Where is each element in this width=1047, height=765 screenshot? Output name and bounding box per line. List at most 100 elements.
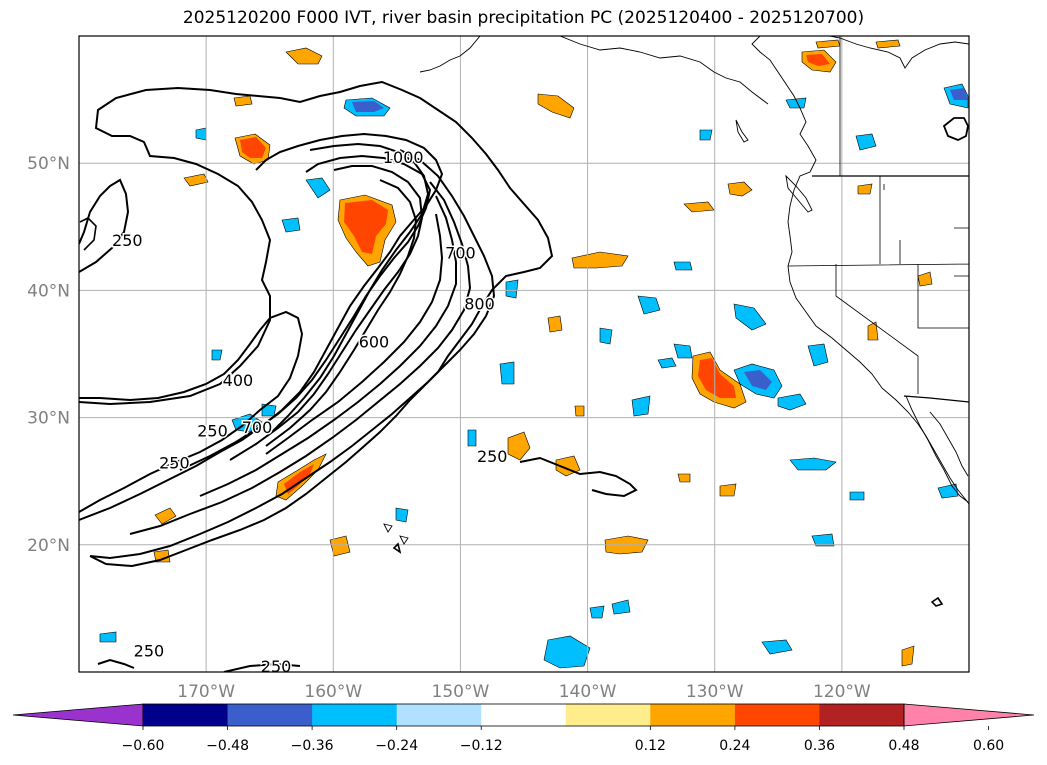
ivt-contour-1000 <box>271 142 430 433</box>
precip-blob <box>305 177 331 199</box>
precip-blob <box>233 95 253 107</box>
ivt-contour-labels: 250 250 250 250 250 250 400 700 600 800 700 1000 <box>111 147 509 672</box>
colorbar-tick-label: −0.36 <box>291 738 334 754</box>
precip-blob <box>543 635 591 669</box>
colorbar-bin <box>227 704 313 726</box>
coastlines <box>383 36 969 545</box>
us-mexico-border <box>903 395 969 403</box>
map-gridlines <box>79 36 969 672</box>
precip-blob <box>673 261 693 271</box>
precip-blob <box>537 93 575 119</box>
precip-blob <box>811 533 835 547</box>
ivt-contour-250-south <box>97 456 638 672</box>
precip-blob <box>733 303 767 331</box>
ivt-contour-label: 600 <box>359 333 390 352</box>
lat-tick-label: 30°N <box>27 409 70 429</box>
precip-blob <box>344 200 388 254</box>
precip-blob <box>917 271 933 287</box>
precip-blob <box>499 361 515 385</box>
ivt-contour-label: 250 <box>134 642 165 661</box>
ivt-contour-label: 700 <box>242 418 273 437</box>
precip-blob <box>329 535 351 557</box>
precip-blob <box>727 181 753 197</box>
colorbar: −0.60 −0.48 −0.36 −0.24 −0.12 0.12 0.24 0.36 0.4… <box>12 703 1035 754</box>
colorbar-bin <box>396 704 482 726</box>
precip-blob <box>857 183 873 195</box>
vancouver-island-coastline <box>785 174 813 213</box>
lat-tick-label: 50°N <box>27 154 70 174</box>
precip-blob <box>875 39 901 49</box>
precip-blob <box>849 491 865 501</box>
colorbar-tick-label: 0.48 <box>888 738 919 754</box>
colorbar-bin <box>143 704 229 726</box>
precip-blob <box>211 349 223 361</box>
precip-blob <box>901 645 915 667</box>
ivt-contours <box>79 80 969 672</box>
haida-gwaii-coastline <box>735 119 749 143</box>
precip-blob <box>352 101 384 112</box>
ivt-contour-label: 700 <box>445 244 476 263</box>
colorbar-bin <box>819 704 905 726</box>
ivt-contour-tiny <box>392 542 944 607</box>
precip-blob <box>611 599 631 615</box>
precip-blob <box>698 358 736 398</box>
colorbar-bin <box>650 704 736 726</box>
colorbar-tick-label: 0.12 <box>635 738 666 754</box>
ivt-contour-label: 250 <box>477 447 508 466</box>
lat-tick-label: 40°N <box>27 281 70 301</box>
precip-blob <box>815 39 841 49</box>
colorbar-tick-label: −0.60 <box>122 738 165 754</box>
colorbar-tick-label: 0.60 <box>973 738 1004 754</box>
precip-blob <box>673 343 693 359</box>
map-title: 2025120200 F000 IVT, river basin precipi… <box>182 8 865 28</box>
precip-blob <box>761 639 793 655</box>
precip-blob <box>154 507 177 525</box>
lon-tick-label: 120°W <box>813 682 871 702</box>
state-borders <box>787 36 969 394</box>
ivt-contour-small-left <box>79 217 97 251</box>
lon-tick-label: 140°W <box>559 682 617 702</box>
precip-blob <box>699 129 713 141</box>
precip-blob <box>777 393 807 411</box>
lon-tick-label: 160°W <box>304 682 362 702</box>
ivt-contour-250-inner <box>79 310 304 513</box>
precip-blob <box>855 133 877 151</box>
precip-blob <box>574 405 585 417</box>
precip-blob <box>599 327 613 345</box>
precip-blob <box>395 507 409 523</box>
ivt-contour-800 <box>265 179 444 455</box>
precip-blob <box>677 473 691 483</box>
hawaii-islands <box>383 523 409 545</box>
colorbar-extend-low <box>12 703 144 727</box>
precip-blob <box>631 395 651 417</box>
ivt-contour-250-outer <box>79 80 554 568</box>
ivt-contour-label: 250 <box>159 453 190 472</box>
map-frame <box>78 35 970 673</box>
lon-tick-label: 170°W <box>177 682 235 702</box>
ivt-contour-label: 400 <box>223 371 254 390</box>
precip-blob <box>683 201 715 213</box>
precip-blob <box>153 549 171 563</box>
colorbar-frame <box>142 703 905 727</box>
ivt-contour-label: 1000 <box>383 148 424 167</box>
precip-blob <box>637 295 661 315</box>
precip-blob <box>807 343 829 367</box>
colorbar-bin <box>734 704 820 726</box>
colorbar-tick-label: 0.24 <box>719 738 750 754</box>
colorbar-bin <box>565 704 651 726</box>
precip-blob <box>183 173 209 187</box>
precip-blob <box>950 88 968 100</box>
baja-california-coastline <box>905 395 969 503</box>
colorbar-extend-high <box>903 703 1035 727</box>
precip-blob <box>867 321 879 341</box>
precip-blob <box>285 47 323 65</box>
precip-blob <box>547 315 563 333</box>
alaska-coastline <box>419 36 769 105</box>
precip-blob <box>281 217 301 233</box>
ivt-contour-label: 250 <box>112 231 143 250</box>
axis-tick-labels: 170°W 160°W 150°W 140°W 130°W 120°W 20°N 30°N 40… <box>27 154 871 702</box>
precip-blob <box>785 97 807 109</box>
ivt-contour-700 <box>199 165 457 497</box>
colorbar-tick-label: −0.24 <box>375 738 418 754</box>
